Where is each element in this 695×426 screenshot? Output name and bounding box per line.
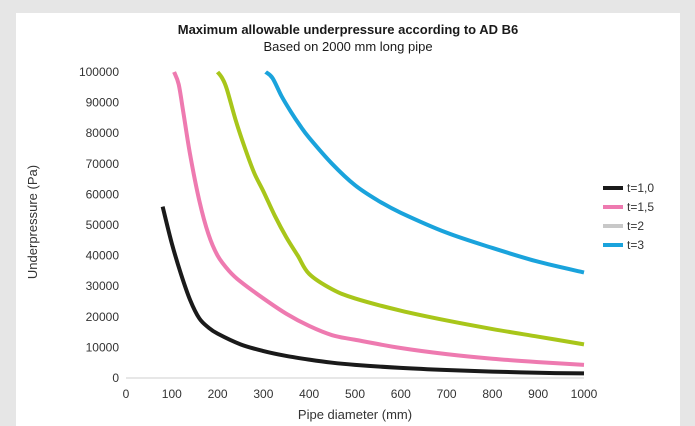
y-tick-labels: 0 10000 20000 30000 40000 50000 60000 70000 8000… [79,65,119,385]
chart-subtitle: Based on 2000 mm long pipe [263,39,432,54]
x-tick-label: 600 [391,387,411,401]
legend-label: t=1,0 [627,181,654,195]
chart-panel: Maximum allowable underpressure accordin… [16,13,680,426]
chart-title: Maximum allowable underpressure accordin… [178,22,519,37]
x-tick-label: 800 [482,387,502,401]
y-tick-label: 10000 [86,340,120,354]
legend-label: t=3 [627,238,644,252]
x-tick-labels: 0 100 200 300 400 500 600 700 800 900 1000 [123,387,598,401]
x-tick-label: 900 [528,387,548,401]
x-tick-label: 500 [345,387,365,401]
series-line-2 [215,70,585,347]
legend-label: t=1,5 [627,200,654,214]
x-tick-label: 300 [253,387,273,401]
x-tick-label: 100 [162,387,182,401]
x-tick-label: 700 [437,387,457,401]
x-tick-label: 0 [123,387,130,401]
x-axis-label: Pipe diameter (mm) [298,407,412,422]
y-axis-label: Underpressure (Pa) [25,165,40,279]
x-tick-label: 400 [299,387,319,401]
y-tick-label: 80000 [86,126,120,140]
x-tick-label: 200 [208,387,228,401]
series-line-0 [160,206,585,376]
series-line-3 [264,70,585,275]
legend: t=1,0 t=1,5 t=2 t=3 [603,181,654,252]
y-tick-label: 100000 [79,65,119,79]
series-lines [160,70,585,376]
y-tick-label: 40000 [86,249,120,263]
y-tick-label: 20000 [86,310,120,324]
chart: Maximum allowable underpressure accordin… [25,22,654,422]
y-tick-label: 30000 [86,279,120,293]
x-tick-label: 1000 [571,387,598,401]
y-tick-label: 70000 [86,157,120,171]
y-tick-label: 90000 [86,96,120,110]
y-tick-label: 60000 [86,187,120,201]
series-line-1 [172,71,585,367]
y-tick-label: 0 [112,371,119,385]
legend-label: t=2 [627,219,644,233]
y-tick-label: 50000 [86,218,120,232]
